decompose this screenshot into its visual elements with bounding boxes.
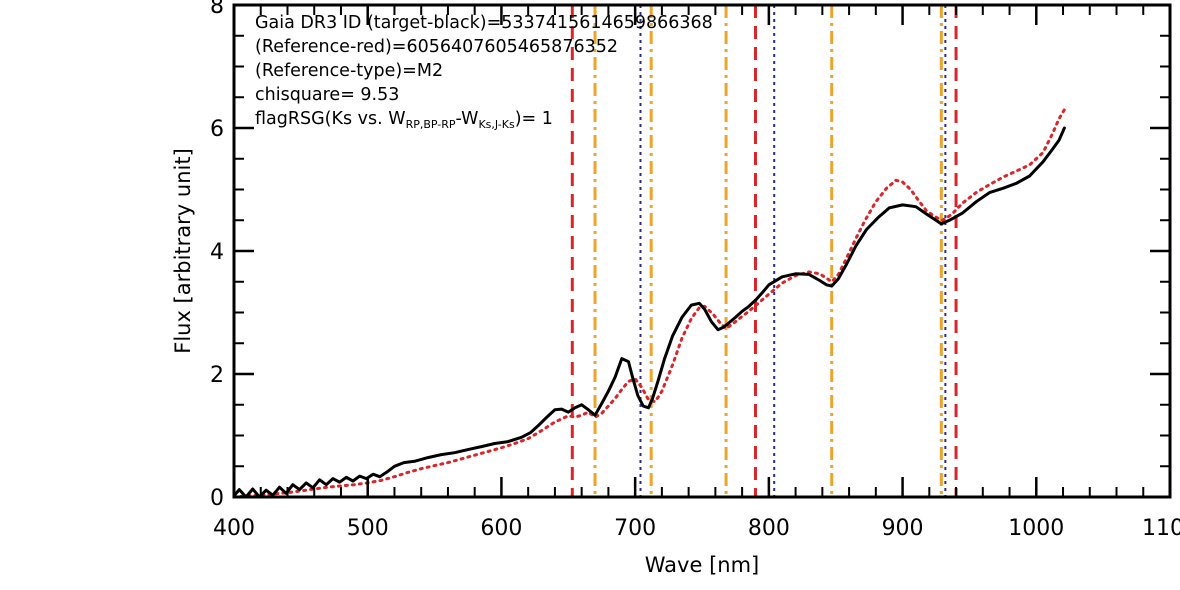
y-tick-label: 0 [210,486,224,511]
annotations: Gaia DR3 ID (target-black)=5337415614659… [255,13,713,131]
x-tick-label: 800 [748,516,790,541]
x-tick-label: 600 [480,516,522,541]
series-target-black [234,126,1066,497]
x-tick-label: 1000 [1008,516,1064,541]
x-tick-label: 500 [347,516,389,541]
x-tick-label: 900 [882,516,924,541]
x-axis-label: Wave [nm] [645,553,759,577]
x-tick-label: 700 [614,516,656,541]
series-reference-red [234,108,1066,497]
annotation-part: -W [456,109,479,129]
x-tick-label: 400 [213,516,255,541]
annotation-line-3: chisquare= 9.53 [255,85,399,105]
y-tick-label: 4 [210,240,224,265]
y-tick-label: 8 [210,0,224,19]
annotation-subscript: Ks,J-Ks [478,118,514,131]
annotation-line-1: (Reference-red)=6056407605465876352 [255,37,618,57]
annotation-line-2: (Reference-type)=M2 [255,61,443,81]
annotation-part: flagRSG(Ks vs. W [255,109,406,129]
reference-lines [570,5,958,497]
annotation-subscript: RP,BP-RP [406,118,456,131]
annotation-line-4: flagRSG(Ks vs. WRP,BP-RP-WKs,J-Ks)= 1 [255,109,553,131]
annotation-part: )= 1 [515,109,553,129]
y-axis-label: Flux [arbitrary unit] [171,148,195,354]
y-tick-label: 2 [210,363,224,388]
y-tick-label: 6 [210,117,224,142]
annotation-line-0: Gaia DR3 ID (target-black)=5337415614659… [255,13,713,33]
series-layer [234,108,1066,497]
